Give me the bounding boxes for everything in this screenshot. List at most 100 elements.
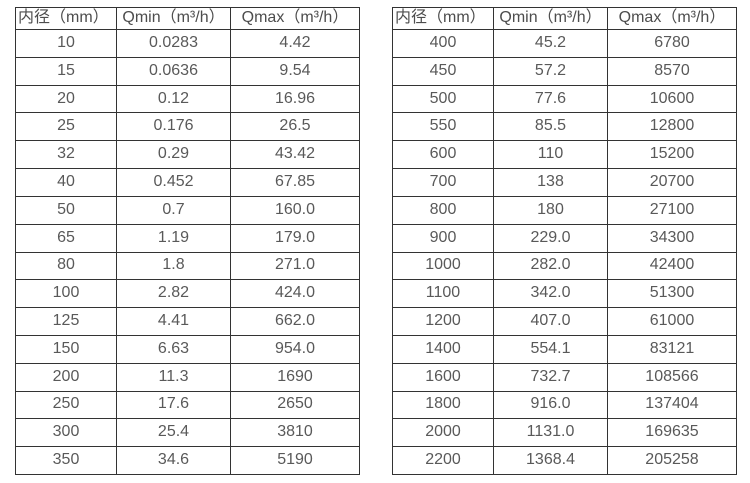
table-cell: 350 (15, 446, 117, 475)
table-cell: 3810 (230, 418, 360, 448)
table-cell: 0.29 (116, 140, 231, 170)
table-cell: 150 (15, 334, 117, 364)
table-row: 250 17.6 2650 (15, 390, 360, 420)
table-cell: 125 (15, 307, 117, 336)
table-cell: 15200 (607, 140, 737, 170)
table-cell: 61000 (607, 307, 737, 336)
table-cell: 50 (15, 195, 117, 225)
table-cell: 0.7 (116, 195, 231, 225)
table-body: 400 45.2 6780 450 57.2 8570 500 77.6 10600 550 85.… (392, 29, 737, 475)
table-cell: 550 (392, 112, 494, 142)
table-cell: 8570 (607, 56, 737, 86)
table-cell: 0.0636 (116, 56, 231, 86)
table-cell: 200 (15, 362, 117, 392)
header-cell-qmin: Qmin（m³/h） (116, 7, 231, 30)
table-cell: 2.82 (116, 279, 231, 309)
table-cell: 15 (15, 56, 117, 86)
table-body: 10 0.0283 4.42 15 0.0636 9.54 20 0.12 16.96 25 0.1… (15, 29, 360, 475)
table-cell: 25 (15, 112, 117, 142)
table-cell: 17.6 (116, 390, 231, 420)
table-row: 700 138 20700 (392, 168, 737, 197)
table-cell: 4.41 (116, 307, 231, 336)
table-cell: 1368.4 (493, 446, 608, 475)
table-cell: 42400 (607, 251, 737, 281)
table-row: 2200 1368.4 205258 (392, 446, 737, 475)
table-row: 2000 1131.0 169635 (392, 418, 737, 448)
table-cell: 57.2 (493, 56, 608, 86)
table-cell: 34300 (607, 223, 737, 253)
table-row: 10 0.0283 4.42 (15, 29, 360, 58)
table-row: 1100 342.0 51300 (392, 279, 737, 309)
flow-table-large-diameters: 内径（mm） Qmin（m³/h） Qmax（m³/h） 400 45.2 6780… (392, 7, 737, 475)
table-cell: 16.96 (230, 84, 360, 114)
table-cell: 25.4 (116, 418, 231, 448)
table-cell: 1200 (392, 307, 494, 336)
header-cell-diameter: 内径（mm） (15, 7, 117, 30)
table-cell: 83121 (607, 334, 737, 364)
header-cell-diameter: 内径（mm） (392, 7, 494, 30)
table-cell: 1000 (392, 251, 494, 281)
table-cell: 5190 (230, 446, 360, 475)
table-cell: 110 (493, 140, 608, 170)
table-cell: 1100 (392, 279, 494, 309)
table-cell: 2650 (230, 390, 360, 420)
table-row: 25 0.176 26.5 (15, 112, 360, 142)
table-cell: 400 (392, 29, 494, 58)
table-row: 500 77.6 10600 (392, 84, 737, 114)
table-row: 900 229.0 34300 (392, 223, 737, 253)
table-cell: 40 (15, 168, 117, 197)
table-cell: 662.0 (230, 307, 360, 336)
table-cell: 2000 (392, 418, 494, 448)
table-cell: 180 (493, 195, 608, 225)
table-cell: 51300 (607, 279, 737, 309)
table-cell: 0.0283 (116, 29, 231, 58)
table-cell: 26.5 (230, 112, 360, 142)
table-cell: 4.42 (230, 29, 360, 58)
table-cell: 27100 (607, 195, 737, 225)
table-cell: 600 (392, 140, 494, 170)
table-cell: 10 (15, 29, 117, 58)
table-row: 1400 554.1 83121 (392, 334, 737, 364)
table-cell: 67.85 (230, 168, 360, 197)
table-row: 350 34.6 5190 (15, 446, 360, 475)
table-cell: 9.54 (230, 56, 360, 86)
table-header-row: 内径（mm） Qmin（m³/h） Qmax（m³/h） (15, 7, 360, 30)
table-cell: 34.6 (116, 446, 231, 475)
table-cell: 205258 (607, 446, 737, 475)
table-cell: 45.2 (493, 29, 608, 58)
table-row: 65 1.19 179.0 (15, 223, 360, 253)
table-cell: 916.0 (493, 390, 608, 420)
table-row: 1000 282.0 42400 (392, 251, 737, 281)
table-cell: 407.0 (493, 307, 608, 336)
table-cell: 0.452 (116, 168, 231, 197)
table-row: 100 2.82 424.0 (15, 279, 360, 309)
table-cell: 138 (493, 168, 608, 197)
table-cell: 169635 (607, 418, 737, 448)
table-row: 150 6.63 954.0 (15, 334, 360, 364)
table-cell: 0.12 (116, 84, 231, 114)
table-row: 200 11.3 1690 (15, 362, 360, 392)
table-cell: 179.0 (230, 223, 360, 253)
table-cell: 271.0 (230, 251, 360, 281)
table-row: 20 0.12 16.96 (15, 84, 360, 114)
table-cell: 300 (15, 418, 117, 448)
table-cell: 12800 (607, 112, 737, 142)
table-cell: 10600 (607, 84, 737, 114)
table-row: 550 85.5 12800 (392, 112, 737, 142)
table-cell: 1.19 (116, 223, 231, 253)
table-cell: 6780 (607, 29, 737, 58)
table-cell: 80 (15, 251, 117, 281)
table-cell: 43.42 (230, 140, 360, 170)
table-row: 1600 732.7 108566 (392, 362, 737, 392)
table-cell: 1400 (392, 334, 494, 364)
table-row: 32 0.29 43.42 (15, 140, 360, 170)
table-cell: 700 (392, 168, 494, 197)
table-cell: 6.63 (116, 334, 231, 364)
table-row: 800 180 27100 (392, 195, 737, 225)
table-row: 50 0.7 160.0 (15, 195, 360, 225)
table-row: 40 0.452 67.85 (15, 168, 360, 197)
table-cell: 424.0 (230, 279, 360, 309)
table-row: 300 25.4 3810 (15, 418, 360, 448)
table-cell: 900 (392, 223, 494, 253)
